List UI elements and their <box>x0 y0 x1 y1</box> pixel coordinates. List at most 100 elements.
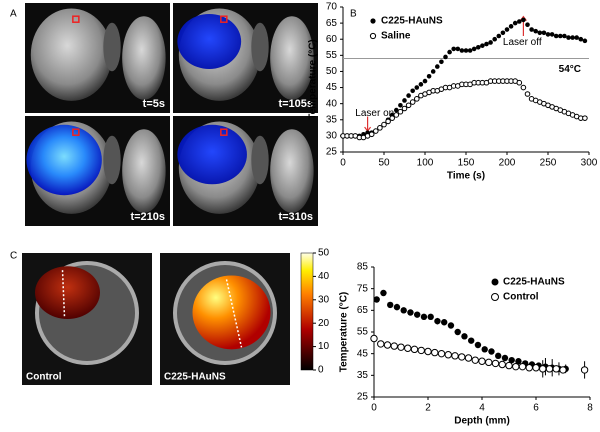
data-point <box>471 356 479 364</box>
x-tick-label: 250 <box>540 158 557 169</box>
colorbar-tick-label: 50 <box>318 248 330 259</box>
legend-marker <box>491 278 499 286</box>
data-point <box>394 107 399 113</box>
y-tick-label: 35 <box>357 370 369 381</box>
data-point <box>426 73 432 79</box>
colorbar-tick-label: 0 <box>318 365 324 376</box>
data-point <box>562 33 567 39</box>
data-point <box>570 35 575 40</box>
mri-tissue <box>270 129 314 213</box>
data-point <box>420 313 428 321</box>
time-label: t=210s <box>130 211 165 223</box>
data-point <box>414 311 421 318</box>
data-point <box>424 347 432 356</box>
y-tick-label: 25 <box>326 147 338 158</box>
y-axis-label: Temperature (°C) <box>339 292 350 373</box>
x-tick-label: 150 <box>458 158 475 169</box>
data-point <box>478 357 486 365</box>
data-point <box>533 28 538 34</box>
annotation: Laser on <box>355 108 394 119</box>
data-point <box>558 33 563 39</box>
data-point <box>387 301 394 309</box>
y-tick-label: 55 <box>326 50 338 61</box>
data-point <box>501 354 509 362</box>
data-point <box>461 333 468 340</box>
data-point <box>397 343 405 351</box>
data-point <box>454 328 461 336</box>
panel-label: B <box>350 9 357 20</box>
legend-marker <box>491 293 499 301</box>
data-point <box>574 35 579 40</box>
data-point <box>559 366 567 374</box>
data-point <box>512 20 518 26</box>
data-point <box>422 78 428 84</box>
data-point <box>508 24 514 29</box>
data-point <box>380 289 387 297</box>
data-point <box>435 64 440 69</box>
data-point <box>417 346 425 355</box>
data-point <box>495 352 502 360</box>
data-point <box>545 32 551 37</box>
data-point <box>520 84 527 91</box>
data-point <box>492 36 498 42</box>
time-label: t=310s <box>278 211 313 223</box>
y-tick-label: 75 <box>357 283 369 294</box>
colorbar-tick-label: 40 <box>318 271 330 282</box>
data-point <box>400 307 407 314</box>
data-point <box>525 22 530 28</box>
data-point <box>385 118 391 125</box>
data-point <box>414 85 420 90</box>
y-tick-label: 70 <box>326 2 338 13</box>
probe-marker <box>72 128 80 136</box>
data-point <box>405 102 412 109</box>
data-point <box>467 48 473 53</box>
probe-marker <box>72 15 80 23</box>
y-tick-label: 55 <box>357 327 369 338</box>
data-point <box>545 365 554 373</box>
data-point <box>414 96 420 102</box>
y-axis-label: Temperature (°C) <box>308 39 319 120</box>
colorbar-tick-label: 30 <box>318 294 330 305</box>
x-tick-label: 100 <box>417 158 434 169</box>
data-point <box>508 356 515 364</box>
data-point <box>370 334 378 343</box>
data-point <box>404 344 412 352</box>
data-point <box>512 362 520 371</box>
x-tick-label: 8 <box>587 403 593 414</box>
data-point <box>373 296 380 303</box>
panel-label: A <box>10 9 17 20</box>
data-point <box>498 360 506 369</box>
data-point <box>529 27 534 32</box>
data-point <box>500 30 506 36</box>
x-tick-label: 2 <box>425 403 431 414</box>
data-point <box>410 345 419 354</box>
reference-label: 54°C <box>559 64 581 75</box>
mri-tissue <box>270 16 314 100</box>
data-point <box>381 121 387 128</box>
data-point <box>430 69 436 74</box>
legend-label: Control <box>503 292 539 303</box>
legend-marker <box>370 18 376 24</box>
data-point <box>383 341 392 349</box>
data-point <box>476 44 481 50</box>
x-tick-label: 6 <box>533 403 539 414</box>
legend-label: Saline <box>381 31 411 42</box>
data-point <box>582 38 588 44</box>
time-label: t=105s <box>278 98 313 110</box>
x-tick-label: 300 <box>581 158 598 169</box>
data-point <box>407 309 414 316</box>
y-tick-label: 50 <box>326 66 338 77</box>
probe-marker <box>220 15 228 23</box>
data-point <box>505 361 513 370</box>
data-point <box>491 359 500 368</box>
data-point <box>410 88 416 94</box>
data-point <box>481 346 488 353</box>
y-tick-label: 45 <box>326 82 338 93</box>
x-tick-label: 0 <box>371 403 377 414</box>
colorbar-tick-label: 20 <box>318 318 330 329</box>
data-point <box>471 46 477 52</box>
data-point <box>484 41 489 47</box>
mri-tumor <box>30 8 112 101</box>
